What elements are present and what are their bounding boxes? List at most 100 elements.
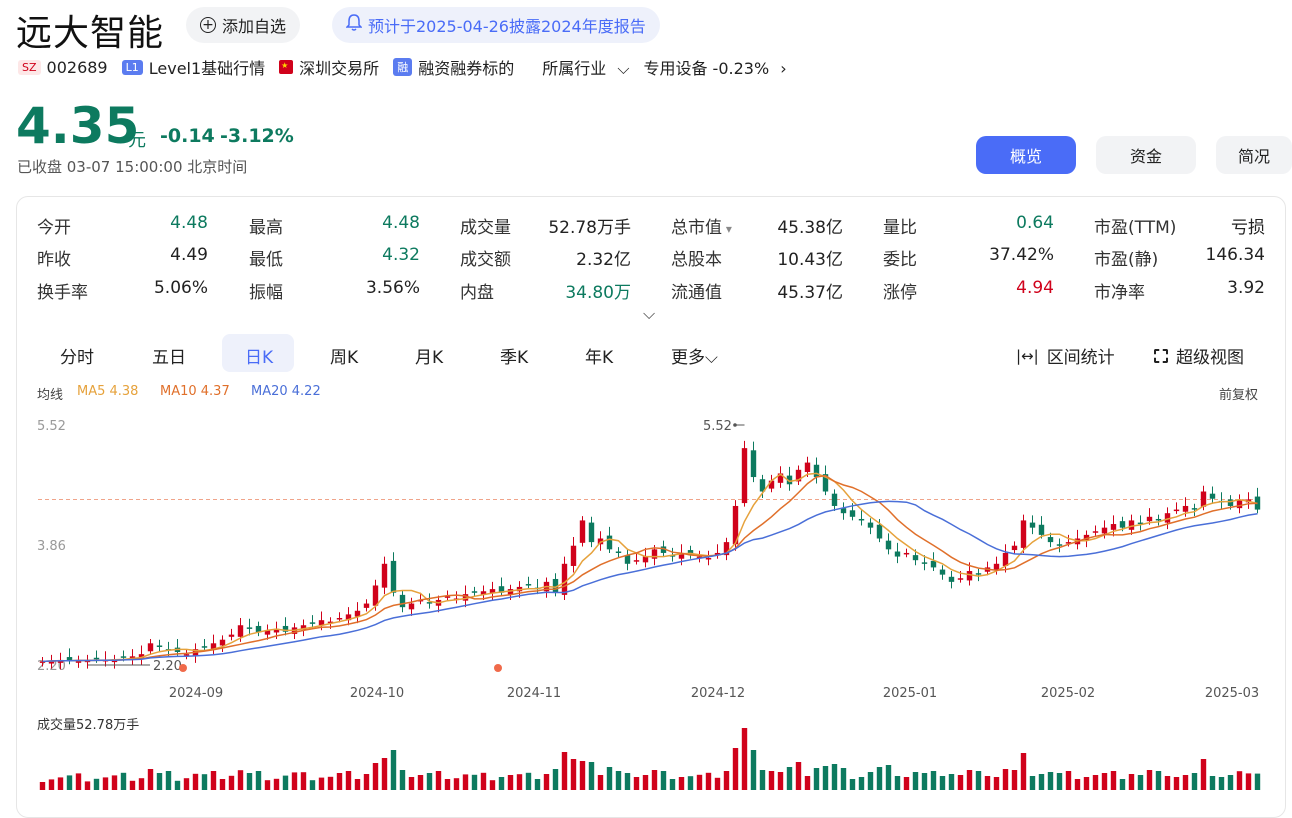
volume-bar: [966, 770, 973, 790]
volume-bar: [732, 748, 739, 790]
volume-bar: [480, 772, 487, 790]
volume-bar: [1092, 775, 1099, 790]
candle-body: [849, 510, 856, 517]
period-tab[interactable]: 周K: [330, 348, 359, 368]
x-tick-label: 2024-10: [350, 686, 404, 701]
volume-bar: [651, 770, 658, 790]
stat-value: 34.80万: [565, 283, 631, 303]
volume-bar: [291, 772, 298, 790]
volume-bar: [1209, 776, 1216, 790]
caret-down-icon[interactable]: ▾: [722, 222, 732, 236]
interval-stats-label: 区间统计: [1046, 348, 1115, 368]
industry-dropdown[interactable]: 所属行业 ⌵: [542, 55, 629, 79]
period-tab[interactable]: 日K: [245, 348, 274, 368]
volume-bar: [885, 765, 892, 790]
candle-body: [957, 578, 964, 580]
volume-bar: [1236, 771, 1243, 790]
stat-label: 流通值: [671, 283, 722, 303]
add-watchlist-button[interactable]: + 添加自选: [186, 7, 301, 43]
candle-body: [831, 493, 838, 506]
candle-body: [777, 473, 784, 483]
price-unit: 元: [128, 130, 146, 151]
volume-bar: [1011, 770, 1018, 790]
volume-label: 成交量52.78万手: [37, 718, 140, 733]
volume-bar: [507, 775, 514, 790]
candle-body: [1029, 522, 1036, 528]
interval-icon: |↔|: [1016, 346, 1039, 365]
volume-bar: [588, 762, 595, 790]
industry-link[interactable]: 专用设备 -0.23% ›: [643, 55, 786, 79]
stat-value: 4.48: [382, 213, 420, 233]
volume-bar: [39, 782, 46, 790]
volume-bar: [660, 771, 667, 790]
tab-funds[interactable]: 资金: [1096, 136, 1196, 174]
volume-bar: [597, 775, 604, 790]
stat-value: 4.32: [382, 245, 420, 265]
candle-body: [1137, 522, 1144, 525]
candle-body: [228, 634, 235, 637]
candle-body: [120, 656, 127, 658]
candle-body: [795, 469, 802, 482]
candle-body: [975, 573, 982, 575]
volume-bar: [192, 773, 199, 790]
volume-bar: [498, 777, 505, 790]
plus-circle-icon: +: [200, 17, 216, 33]
stat-value: 10.43亿: [777, 250, 843, 270]
volume-bar: [435, 771, 442, 790]
volume-bar: [840, 768, 847, 790]
x-tick-label: 2025-02: [1041, 686, 1095, 701]
volume-bar: [993, 777, 1000, 790]
candle-body: [1101, 527, 1108, 534]
period-tab[interactable]: 五日: [152, 348, 186, 368]
ma20-legend: MA20 4.22: [251, 384, 321, 399]
volume-bar: [561, 752, 568, 790]
industry-label: 所属行业: [542, 59, 607, 78]
stat-label: 量比: [883, 218, 917, 238]
expand-icon: [1154, 348, 1168, 363]
period-tab[interactable]: 分时: [60, 348, 94, 368]
tab-overview[interactable]: 概览: [976, 136, 1076, 174]
ma10-line: [42, 474, 1258, 663]
report-notice[interactable]: 预计于2025-04-26披露2024年度报告: [332, 7, 660, 43]
candle-body: [471, 591, 478, 593]
super-view-button[interactable]: 超级视图: [1154, 343, 1244, 368]
stat-value: 52.78万手: [548, 218, 631, 238]
volume-bar: [930, 771, 937, 790]
margin-text: 融资融券标的: [418, 59, 515, 78]
interval-stats-button[interactable]: |↔| 区间统计: [1016, 343, 1115, 369]
volume-bar: [876, 767, 883, 790]
volume-bar: [804, 776, 811, 790]
adjust-mode[interactable]: 前复权: [1219, 388, 1259, 403]
volume-bar: [174, 780, 181, 790]
volume-bar: [822, 766, 829, 790]
expand-chevron-icon[interactable]: ⌵: [643, 304, 656, 323]
volume-bar: [48, 779, 55, 790]
volume-bar: [516, 774, 523, 790]
candle-body: [255, 625, 262, 633]
stat-value: 5.06%: [153, 278, 208, 298]
candle-body: [642, 556, 649, 563]
candle-body: [417, 599, 424, 602]
candle-body: [66, 657, 73, 661]
level-text: Level1基础行情: [148, 59, 266, 78]
volume-bar: [1182, 775, 1189, 790]
chevron-down-icon: ⌵: [617, 59, 630, 78]
volume-bar: [669, 779, 676, 790]
stat-value: 0.64: [1016, 213, 1054, 233]
period-tab[interactable]: 年K: [585, 348, 614, 368]
stat-value: 4.94: [1016, 278, 1054, 298]
period-tab[interactable]: 月K: [415, 348, 444, 368]
volume-bar: [1065, 771, 1072, 790]
tab-profile[interactable]: 简况: [1216, 136, 1292, 174]
stock-meta: SZ 002689 L1 Level1基础行情 ★ 深圳交易所 融 融资融券标的…: [18, 56, 787, 78]
high-price-label: 5.52: [703, 419, 732, 434]
period-tab[interactable]: 更多⌵: [671, 348, 718, 368]
market-text: 深圳交易所: [299, 59, 380, 78]
candle-body: [786, 475, 793, 485]
volume-bar: [471, 774, 478, 790]
candle-body: [345, 614, 352, 621]
volume-bar: [462, 774, 469, 790]
period-tab[interactable]: 季K: [500, 348, 529, 368]
volume-bar: [363, 774, 370, 790]
